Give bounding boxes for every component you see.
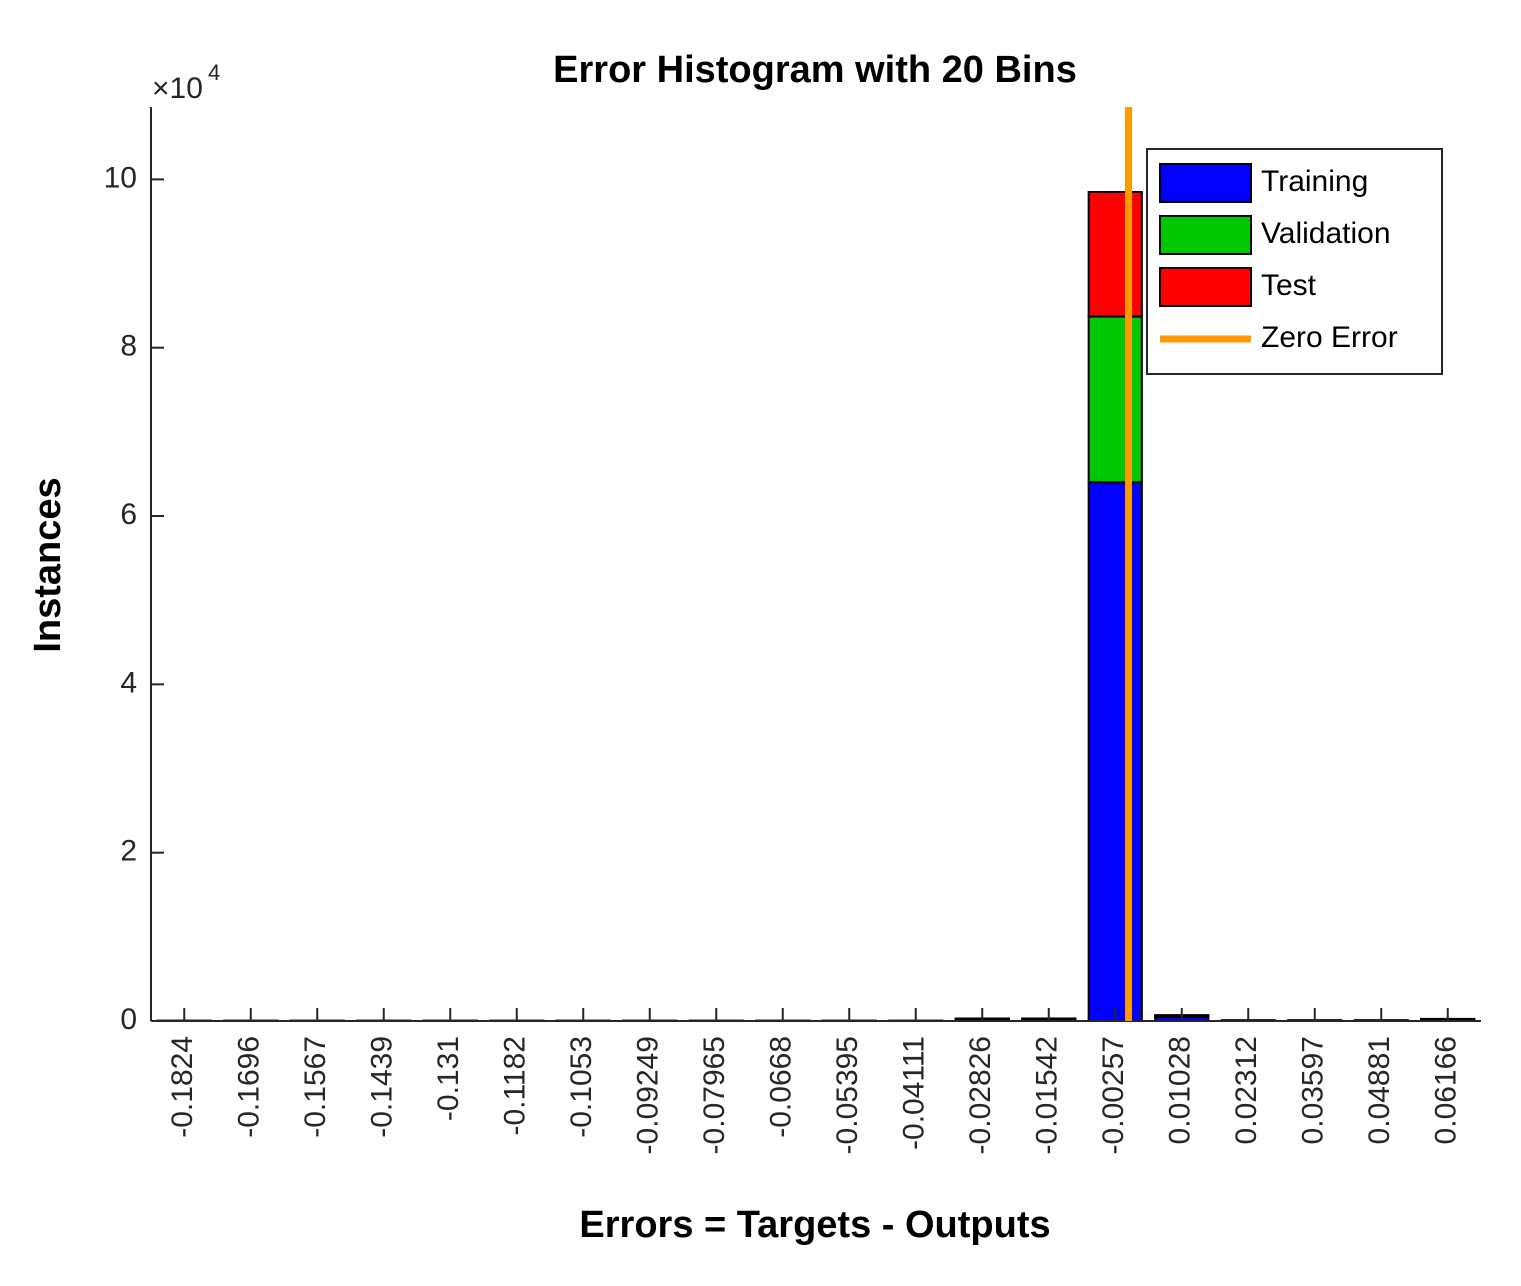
- y-tick-label: 6: [120, 498, 137, 531]
- y-exponent-base: ×10: [152, 72, 203, 105]
- x-tick-label: -0.09249: [632, 1036, 665, 1154]
- y-tick-label: 0: [120, 1003, 137, 1036]
- bar-segment: [1087, 481, 1143, 1022]
- y-tick-label: 8: [120, 330, 137, 363]
- legend-label: Training: [1261, 165, 1368, 198]
- x-tick-label: -0.1824: [166, 1036, 199, 1138]
- chart-title: Error Histogram with 20 Bins: [553, 49, 1077, 91]
- x-tick-label: 0.04881: [1363, 1036, 1396, 1144]
- y-axis-label: Instances: [27, 477, 69, 652]
- x-tick-label: -0.07965: [698, 1036, 731, 1154]
- x-tick-label: -0.01542: [1031, 1036, 1064, 1154]
- x-tick-label: -0.1439: [366, 1036, 399, 1138]
- y-tick-label: 4: [120, 666, 137, 699]
- x-tick-label: -0.1567: [299, 1036, 332, 1138]
- x-axis-label: Errors = Targets - Outputs: [579, 1204, 1050, 1246]
- legend-label: Test: [1261, 269, 1317, 302]
- bar-segment: [1087, 191, 1143, 318]
- x-tick-label: 0.01028: [1164, 1036, 1197, 1144]
- x-tick-label: -0.05395: [831, 1036, 864, 1154]
- x-tick-label: -0.1182: [499, 1036, 532, 1136]
- x-tick-label: -0.00257: [1097, 1036, 1130, 1154]
- legend-swatch: [1159, 163, 1252, 203]
- x-tick-label: -0.02826: [964, 1036, 997, 1154]
- y-exponent: 4: [208, 60, 220, 85]
- x-tick-label: -0.1696: [233, 1036, 266, 1138]
- legend-label: Zero Error: [1261, 321, 1398, 354]
- x-tick-label: -0.131: [432, 1036, 465, 1121]
- y-tick-label: 10: [104, 161, 137, 194]
- x-tick-label: -0.0668: [765, 1036, 798, 1138]
- legend-swatch: [1159, 267, 1252, 307]
- x-tick-label: -0.04111: [898, 1036, 931, 1150]
- x-tick-label: 0.06166: [1430, 1036, 1463, 1144]
- legend-label: Validation: [1261, 217, 1391, 250]
- x-tick-label: 0.02312: [1230, 1036, 1263, 1144]
- x-tick-label: -0.1053: [565, 1036, 598, 1138]
- y-tick-label: 2: [120, 835, 137, 868]
- legend-swatch: [1159, 215, 1252, 255]
- bar-segment: [1087, 315, 1143, 484]
- x-tick-label: 0.03597: [1297, 1036, 1330, 1144]
